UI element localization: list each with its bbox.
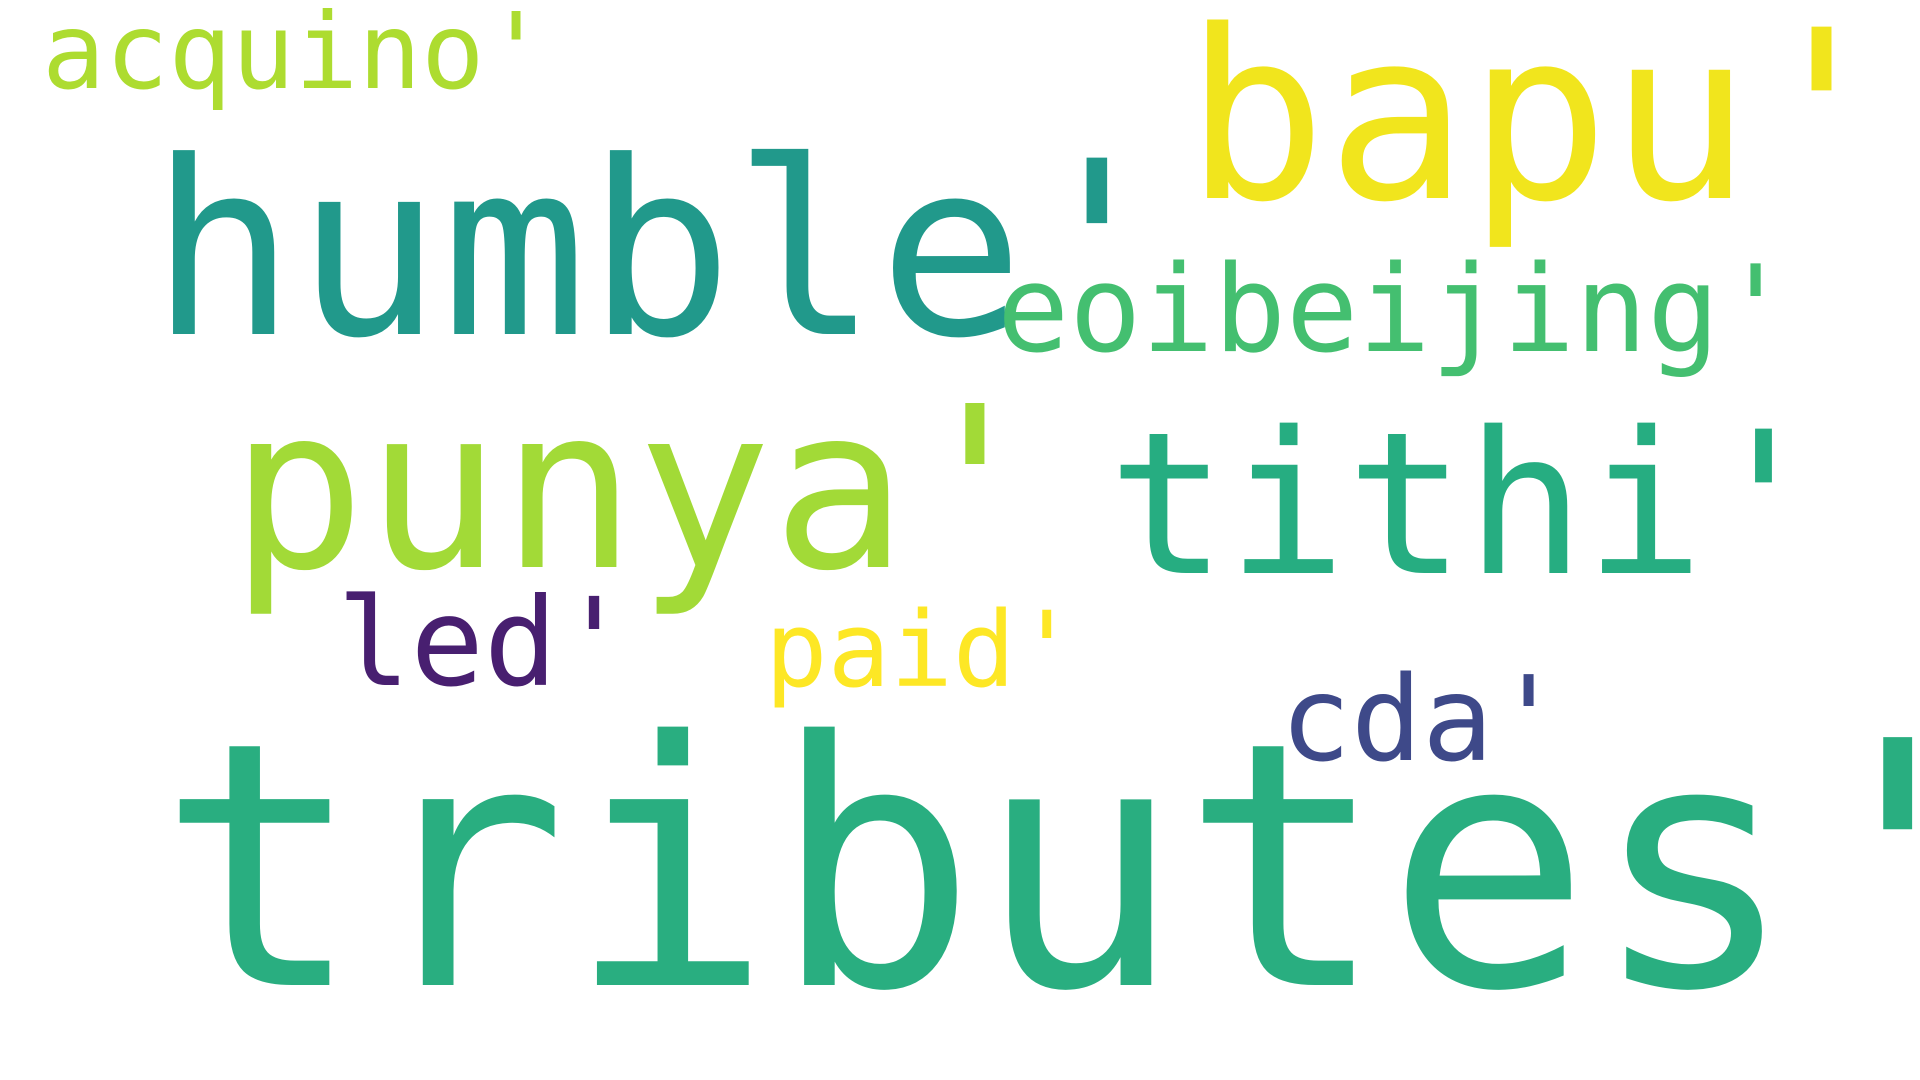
word-punya: punya' xyxy=(230,359,1043,621)
word-eoibeijing: eoibeijing' xyxy=(997,241,1792,380)
word-tributes: tributes' xyxy=(158,670,1920,1066)
word-cda: cda' xyxy=(1280,650,1565,788)
word-tithi: tithi' xyxy=(1108,389,1824,620)
word-acquino: acquino' xyxy=(42,0,548,113)
word-led: led' xyxy=(337,572,631,714)
word-paid: paid' xyxy=(765,589,1079,711)
word-bapu: bapu' xyxy=(1185,0,1893,254)
word-humble: humble' xyxy=(150,110,1170,392)
